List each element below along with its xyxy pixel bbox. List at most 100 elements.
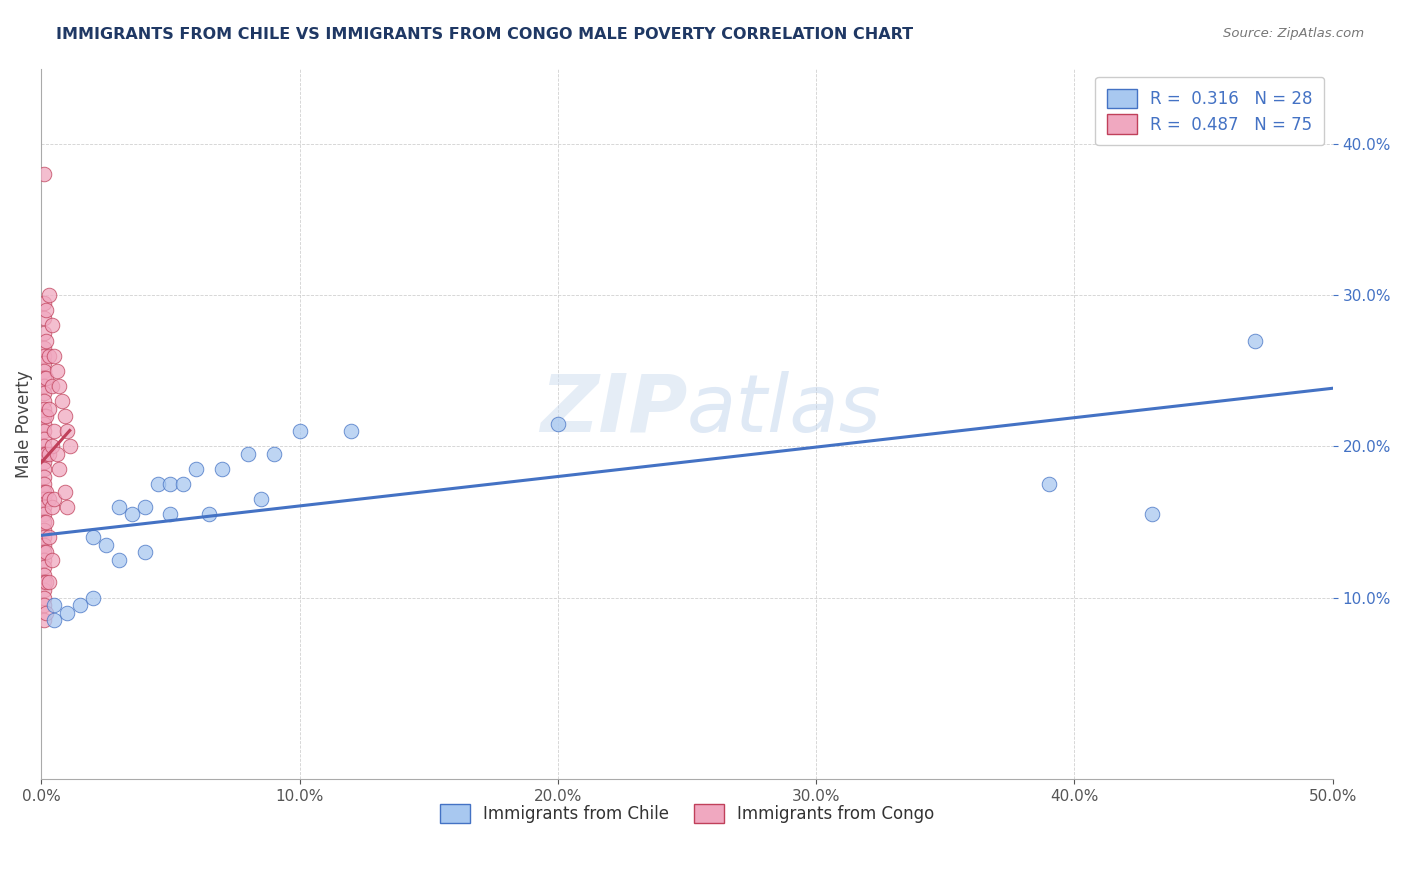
Point	[69, 598, 91, 612]
Point	[32, 500, 55, 514]
Point	[51, 394, 73, 409]
Point	[198, 508, 221, 522]
Point	[32, 349, 55, 363]
Point	[35, 409, 58, 424]
Point	[38, 349, 60, 363]
Point	[38, 575, 60, 590]
Text: IMMIGRANTS FROM CHILE VS IMMIGRANTS FROM CONGO MALE POVERTY CORRELATION CHART: IMMIGRANTS FROM CHILE VS IMMIGRANTS FROM…	[56, 27, 914, 42]
Point	[1244, 334, 1267, 348]
Point	[340, 424, 363, 438]
Point	[32, 417, 55, 431]
Point	[56, 500, 79, 514]
Point	[159, 508, 181, 522]
Point	[134, 545, 156, 559]
Point	[35, 334, 58, 348]
Point	[44, 598, 66, 612]
Point	[32, 553, 55, 567]
Point	[32, 530, 55, 544]
Point	[44, 349, 66, 363]
Point	[41, 553, 63, 567]
Point	[263, 447, 285, 461]
Y-axis label: Male Poverty: Male Poverty	[15, 370, 32, 477]
Point	[35, 371, 58, 385]
Point	[32, 469, 55, 483]
Point	[32, 613, 55, 627]
Point	[32, 591, 55, 605]
Point	[159, 477, 181, 491]
Point	[211, 462, 233, 476]
Point	[108, 500, 131, 514]
Point	[41, 500, 63, 514]
Point	[146, 477, 169, 491]
Text: Source: ZipAtlas.com: Source: ZipAtlas.com	[1223, 27, 1364, 40]
Point	[32, 567, 55, 582]
Point	[38, 447, 60, 461]
Point	[32, 462, 55, 476]
Point	[44, 613, 66, 627]
Point	[53, 484, 76, 499]
Point	[32, 379, 55, 393]
Point	[1038, 477, 1060, 491]
Point	[45, 364, 67, 378]
Point	[53, 409, 76, 424]
Point	[35, 545, 58, 559]
Point	[32, 439, 55, 453]
Point	[44, 424, 66, 438]
Point	[35, 575, 58, 590]
Point	[56, 424, 79, 438]
Point	[32, 401, 55, 416]
Point	[32, 409, 55, 424]
Text: atlas: atlas	[688, 370, 882, 449]
Point	[38, 492, 60, 507]
Point	[134, 500, 156, 514]
Point	[56, 606, 79, 620]
Point	[32, 545, 55, 559]
Point	[32, 341, 55, 355]
Point	[44, 492, 66, 507]
Point	[32, 538, 55, 552]
Point	[32, 508, 55, 522]
Point	[32, 167, 55, 181]
Point	[172, 477, 194, 491]
Point	[32, 356, 55, 370]
Point	[32, 523, 55, 537]
Point	[32, 582, 55, 597]
Point	[41, 379, 63, 393]
Legend: Immigrants from Chile, Immigrants from Congo: Immigrants from Chile, Immigrants from C…	[427, 792, 946, 835]
Point	[38, 288, 60, 302]
Point	[32, 492, 55, 507]
Point	[35, 606, 58, 620]
Point	[32, 477, 55, 491]
Point	[32, 432, 55, 446]
Point	[32, 454, 55, 468]
Point	[82, 591, 104, 605]
Point	[48, 379, 70, 393]
Point	[48, 462, 70, 476]
Point	[32, 560, 55, 574]
Point	[121, 508, 143, 522]
Point	[250, 492, 273, 507]
Point	[38, 530, 60, 544]
Point	[108, 553, 131, 567]
Point	[1140, 508, 1163, 522]
Point	[32, 447, 55, 461]
Point	[32, 515, 55, 529]
Point	[32, 310, 55, 325]
Point	[32, 371, 55, 385]
Point	[32, 575, 55, 590]
Point	[288, 424, 311, 438]
Point	[32, 295, 55, 310]
Point	[41, 439, 63, 453]
Point	[45, 447, 67, 461]
Point	[236, 447, 259, 461]
Point	[35, 484, 58, 499]
Point	[94, 538, 117, 552]
Point	[32, 386, 55, 401]
Point	[59, 439, 82, 453]
Point	[32, 364, 55, 378]
Point	[82, 530, 104, 544]
Point	[41, 318, 63, 333]
Point	[35, 515, 58, 529]
Point	[32, 394, 55, 409]
Point	[547, 417, 569, 431]
